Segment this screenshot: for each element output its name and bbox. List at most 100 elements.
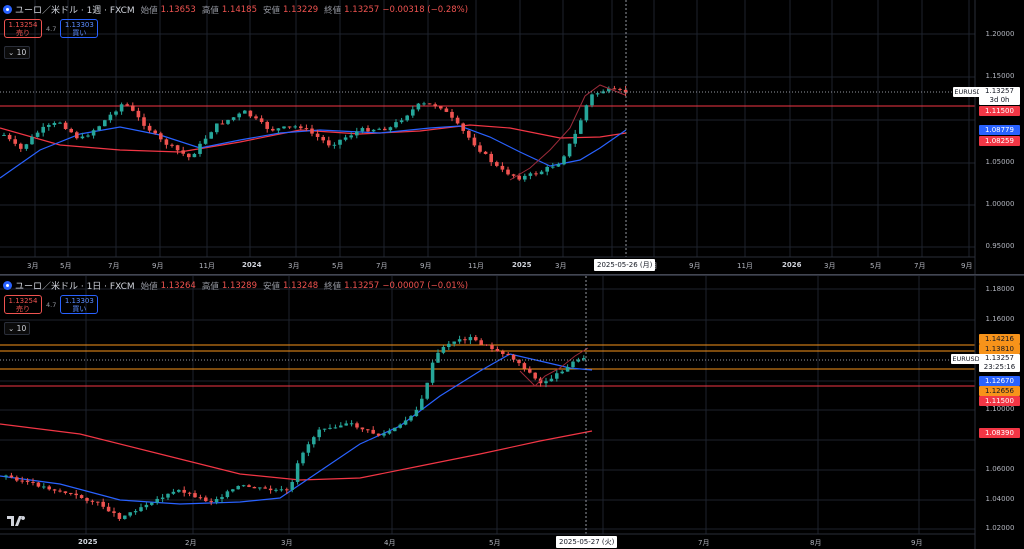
- candle-body: [52, 122, 57, 125]
- trade-buttons: 1.13254 売り 4.7 1.13303 買い: [4, 295, 99, 314]
- weekly-chart-pane[interactable]: ユーロ／米ドル · 1週 · FXCM 始値 1.13653 高値 1.14185 …: [0, 0, 1024, 274]
- candle-body: [398, 424, 402, 428]
- candle-body: [171, 491, 176, 494]
- candle-body: [388, 127, 393, 131]
- candle-body: [394, 122, 398, 128]
- y-axis-label: 0.95000: [985, 242, 1015, 250]
- x-axis-label: 2025: [512, 261, 532, 269]
- candle-body: [533, 372, 537, 379]
- candle-body: [484, 344, 489, 346]
- candle-body: [490, 345, 494, 350]
- candle-body: [287, 126, 292, 128]
- change-value: −0.00318 (−0.28%): [382, 4, 469, 15]
- candle-body: [295, 463, 300, 482]
- x-axis-label: 3月: [27, 262, 39, 270]
- x-axis-label: 2026: [782, 261, 802, 269]
- candle-body: [317, 429, 321, 438]
- daily-chart-pane[interactable]: ユーロ／米ドル · 1日 · FXCM 始値 1.13264 高値 1.13289 …: [0, 275, 1024, 549]
- candle-body: [383, 128, 387, 131]
- candle-body: [159, 133, 163, 140]
- candle-body: [595, 93, 600, 95]
- candle-body: [123, 515, 127, 519]
- symbol-title[interactable]: ユーロ／米ドル · 1日 · FXCM: [15, 282, 135, 292]
- indicator-toggle[interactable]: ⌄ 10: [4, 46, 31, 59]
- candle-body: [117, 512, 122, 519]
- high-value: 1.14185: [221, 4, 257, 15]
- candle-body: [30, 136, 34, 145]
- sell-button[interactable]: 1.13254 売り: [4, 19, 42, 38]
- buy-label: 買い: [72, 305, 87, 313]
- candle-body: [322, 428, 327, 430]
- candle-body: [52, 489, 57, 491]
- x-axis-label: 3月: [555, 262, 567, 270]
- last-price: 1.13257: [985, 87, 1014, 95]
- candle-body: [299, 126, 303, 129]
- candle-body: [103, 120, 107, 127]
- candle-body: [2, 134, 6, 136]
- sell-button[interactable]: 1.13254 売り: [4, 295, 42, 314]
- weekly-chart-canvas[interactable]: [0, 0, 1024, 274]
- indicator-count: 10: [16, 324, 27, 333]
- candle-body: [371, 129, 376, 132]
- tradingview-logo-icon[interactable]: [7, 514, 27, 527]
- candle-body: [96, 501, 100, 503]
- candle-body: [24, 144, 29, 149]
- candle-body: [344, 423, 348, 426]
- candle-body: [355, 423, 359, 428]
- candle-body: [349, 135, 353, 138]
- level-price-tag: 1.14216: [979, 334, 1020, 344]
- candle-body: [177, 489, 181, 492]
- candle-body: [209, 132, 213, 139]
- candle-body: [86, 135, 90, 137]
- chart-header: ユーロ／米ドル · 1週 · FXCM 始値 1.13653 高値 1.14185 …: [3, 3, 468, 16]
- bar-countdown: 3d 0h: [989, 96, 1010, 104]
- candle-body: [293, 126, 297, 128]
- candle-body: [584, 105, 589, 121]
- symbol-price-tag: EURUSD: [953, 87, 983, 97]
- candle-body: [153, 130, 157, 134]
- candle-body: [387, 431, 392, 434]
- candle-body: [166, 493, 170, 498]
- candle-body: [97, 126, 101, 131]
- candle-body: [13, 139, 17, 144]
- low-label: 安値: [262, 5, 280, 16]
- x-axis-label: 2025: [78, 538, 98, 546]
- candle-body: [590, 94, 594, 106]
- high-label: 高値: [201, 5, 219, 16]
- candle-body: [226, 119, 230, 124]
- buy-price: 1.13303: [64, 297, 94, 305]
- candle-body: [271, 128, 275, 131]
- candle-body: [500, 165, 505, 170]
- close-label: 終値: [324, 281, 342, 292]
- price-overlay-line: [509, 84, 626, 181]
- x-axis-label: 3月: [281, 539, 293, 547]
- candle-body: [131, 105, 135, 111]
- candle-body: [164, 139, 169, 145]
- candle-body: [321, 136, 325, 141]
- candle-body: [393, 427, 397, 432]
- chart-header: ユーロ／米ドル · 1日 · FXCM 始値 1.13264 高値 1.13289 …: [3, 279, 468, 292]
- ma-slow-line: [0, 423, 593, 481]
- x-axis-label: 9月: [689, 262, 701, 270]
- candle-body: [522, 363, 527, 369]
- symbol-title[interactable]: ユーロ／米ドル · 1週 · FXCM: [15, 6, 135, 16]
- daily-chart-canvas[interactable]: [0, 276, 1024, 549]
- candle-body: [439, 106, 443, 109]
- candle-body: [441, 347, 446, 353]
- candle-body: [136, 110, 141, 118]
- buy-label: 買い: [72, 29, 87, 37]
- candle-body: [133, 511, 138, 513]
- candle-body: [144, 504, 149, 508]
- candle-body: [80, 136, 85, 139]
- buy-button[interactable]: 1.13303 買い: [60, 295, 99, 314]
- candle-body: [254, 116, 258, 119]
- indicator-toggle[interactable]: ⌄ 10: [4, 322, 31, 335]
- ma-slow-price-tag: 1.08390: [979, 428, 1020, 438]
- candle-body: [150, 502, 154, 505]
- candle-body: [455, 117, 460, 124]
- candle-body: [214, 499, 219, 503]
- candle-body: [567, 143, 572, 157]
- buy-button[interactable]: 1.13303 買い: [60, 19, 99, 38]
- candle-body: [58, 122, 62, 124]
- close-value: 1.13257: [344, 280, 380, 291]
